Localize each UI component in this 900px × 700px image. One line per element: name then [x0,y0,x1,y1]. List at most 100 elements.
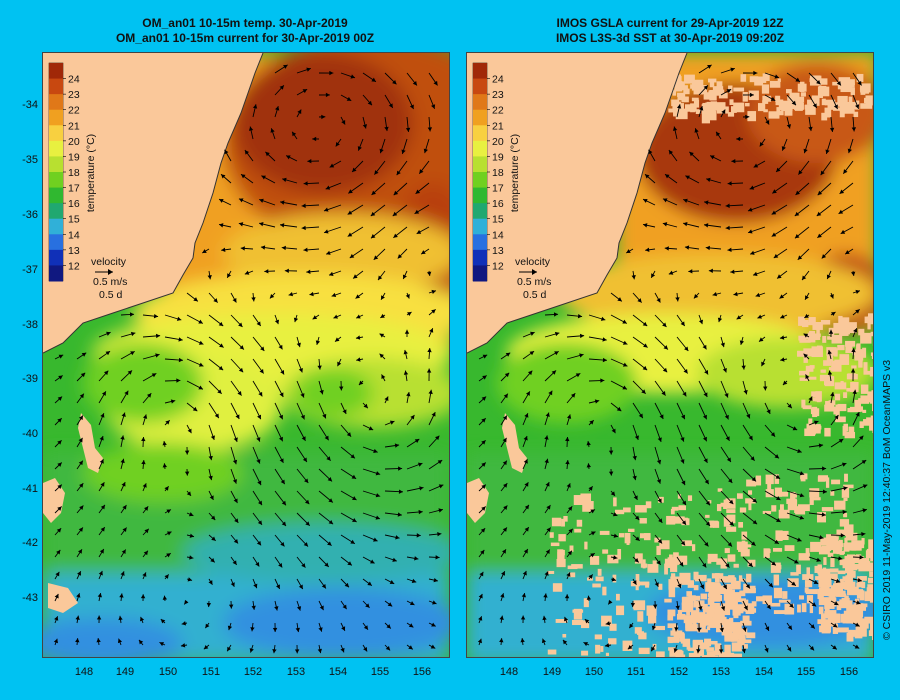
missing-data-patch [826,573,838,580]
arrowhead-icon [675,297,680,302]
missing-data-patch [843,497,848,502]
missing-data-patch [867,313,873,319]
missing-data-patch [858,398,868,404]
arrowhead-icon [688,269,693,274]
missing-data-patch [638,632,647,640]
arrowhead-icon [693,293,699,299]
colorbar-label: temperature (°C) [509,134,521,212]
colorbar-cell [473,265,487,282]
arrowhead-icon [696,627,702,632]
colorbar-tick-label: 17 [68,183,80,195]
missing-data-patch [666,515,676,525]
colorbar-tick-label: 17 [492,183,504,195]
arrowhead-icon [251,297,256,302]
arrowhead-icon [750,456,755,461]
missing-data-patch [790,491,796,500]
missing-data-patch [822,567,827,576]
arrowhead-icon [728,478,733,484]
missing-data-patch [805,104,816,115]
arrowhead-icon [673,648,678,653]
arrowhead-icon [832,623,838,628]
arrowhead-icon [371,77,376,82]
missing-data-patch [841,487,850,498]
missing-data-patch [573,608,583,620]
arrowhead-icon [120,435,125,440]
arrowhead-icon [792,426,798,431]
missing-data-patch [832,81,841,86]
arrowhead-icon [304,499,310,505]
arrowhead-icon [294,649,300,654]
arrowhead-icon [357,146,362,151]
missing-data-patch [838,77,851,87]
arrowhead-icon [708,268,713,274]
arrowhead-icon [260,346,265,351]
arrowhead-icon [282,177,287,183]
arrowhead-icon [411,578,417,583]
arrowhead-icon [763,386,768,391]
arrowhead-icon [53,638,58,644]
arrowhead-icon [394,443,400,448]
arrowhead-icon [781,146,786,151]
arrowhead-icon [78,527,83,532]
missing-data-patch [820,576,832,588]
arrowhead-icon [362,124,368,129]
arrowhead-icon [317,365,322,370]
missing-data-patch [828,605,835,609]
missing-data-patch [864,591,873,602]
y-tick-label: -36 [22,209,38,221]
missing-data-patch [731,635,739,642]
arrowhead-icon [629,623,634,629]
arrowhead-icon [256,459,261,464]
missing-data-patch [656,651,665,657]
arrowhead-icon [859,435,864,441]
arrowhead-icon [240,246,245,251]
arrowhead-icon [651,273,656,278]
arrowhead-icon [736,136,741,142]
colorbar-tick-label: 21 [492,120,504,132]
arrowhead-icon [419,486,424,491]
missing-data-patch [767,601,772,607]
missing-data-patch [808,317,816,324]
arrowhead-icon [208,580,213,585]
arrowhead-icon [298,367,303,373]
missing-data-patch [762,100,769,104]
arrowhead-icon [367,100,372,106]
missing-data-patch [569,545,574,552]
missing-data-patch [834,393,841,401]
missing-data-patch [572,619,584,626]
arrowhead-icon [278,344,283,350]
colorbar-cell [49,156,63,173]
arrowhead-icon [346,96,352,101]
arrowhead-icon [753,163,759,168]
missing-data-patch [686,611,690,616]
arrowhead-icon [775,474,781,479]
arrowhead-icon [350,539,355,544]
missing-data-patch [762,95,772,102]
missing-data-patch [839,354,850,365]
missing-data-patch [681,540,692,547]
arrowhead-icon [306,269,311,274]
arrowhead-icon [832,645,837,650]
arrowhead-icon [643,343,648,348]
arrowhead-icon [405,294,410,299]
missing-data-patch [817,564,822,575]
missing-data-patch [705,617,710,626]
colorbar-cell [473,172,487,189]
arrowhead-icon [326,250,331,255]
missing-data-patch [714,605,726,615]
arrowhead-icon [600,378,605,383]
arrowhead-icon [617,297,622,302]
missing-data-patch [865,95,873,106]
missing-data-patch [632,605,643,609]
arrowhead-icon [656,560,661,565]
colorbar-tick-label: 20 [492,136,504,148]
missing-data-patch [772,547,783,552]
arrowhead-icon [764,647,769,653]
arrowhead-icon [731,158,736,164]
arrowhead-icon [100,504,105,510]
arrowhead-icon [232,479,238,484]
arrowhead-icon [776,518,781,522]
missing-data-patch [711,594,723,602]
arrowhead-icon [393,190,399,196]
arrowhead-icon [99,435,104,441]
